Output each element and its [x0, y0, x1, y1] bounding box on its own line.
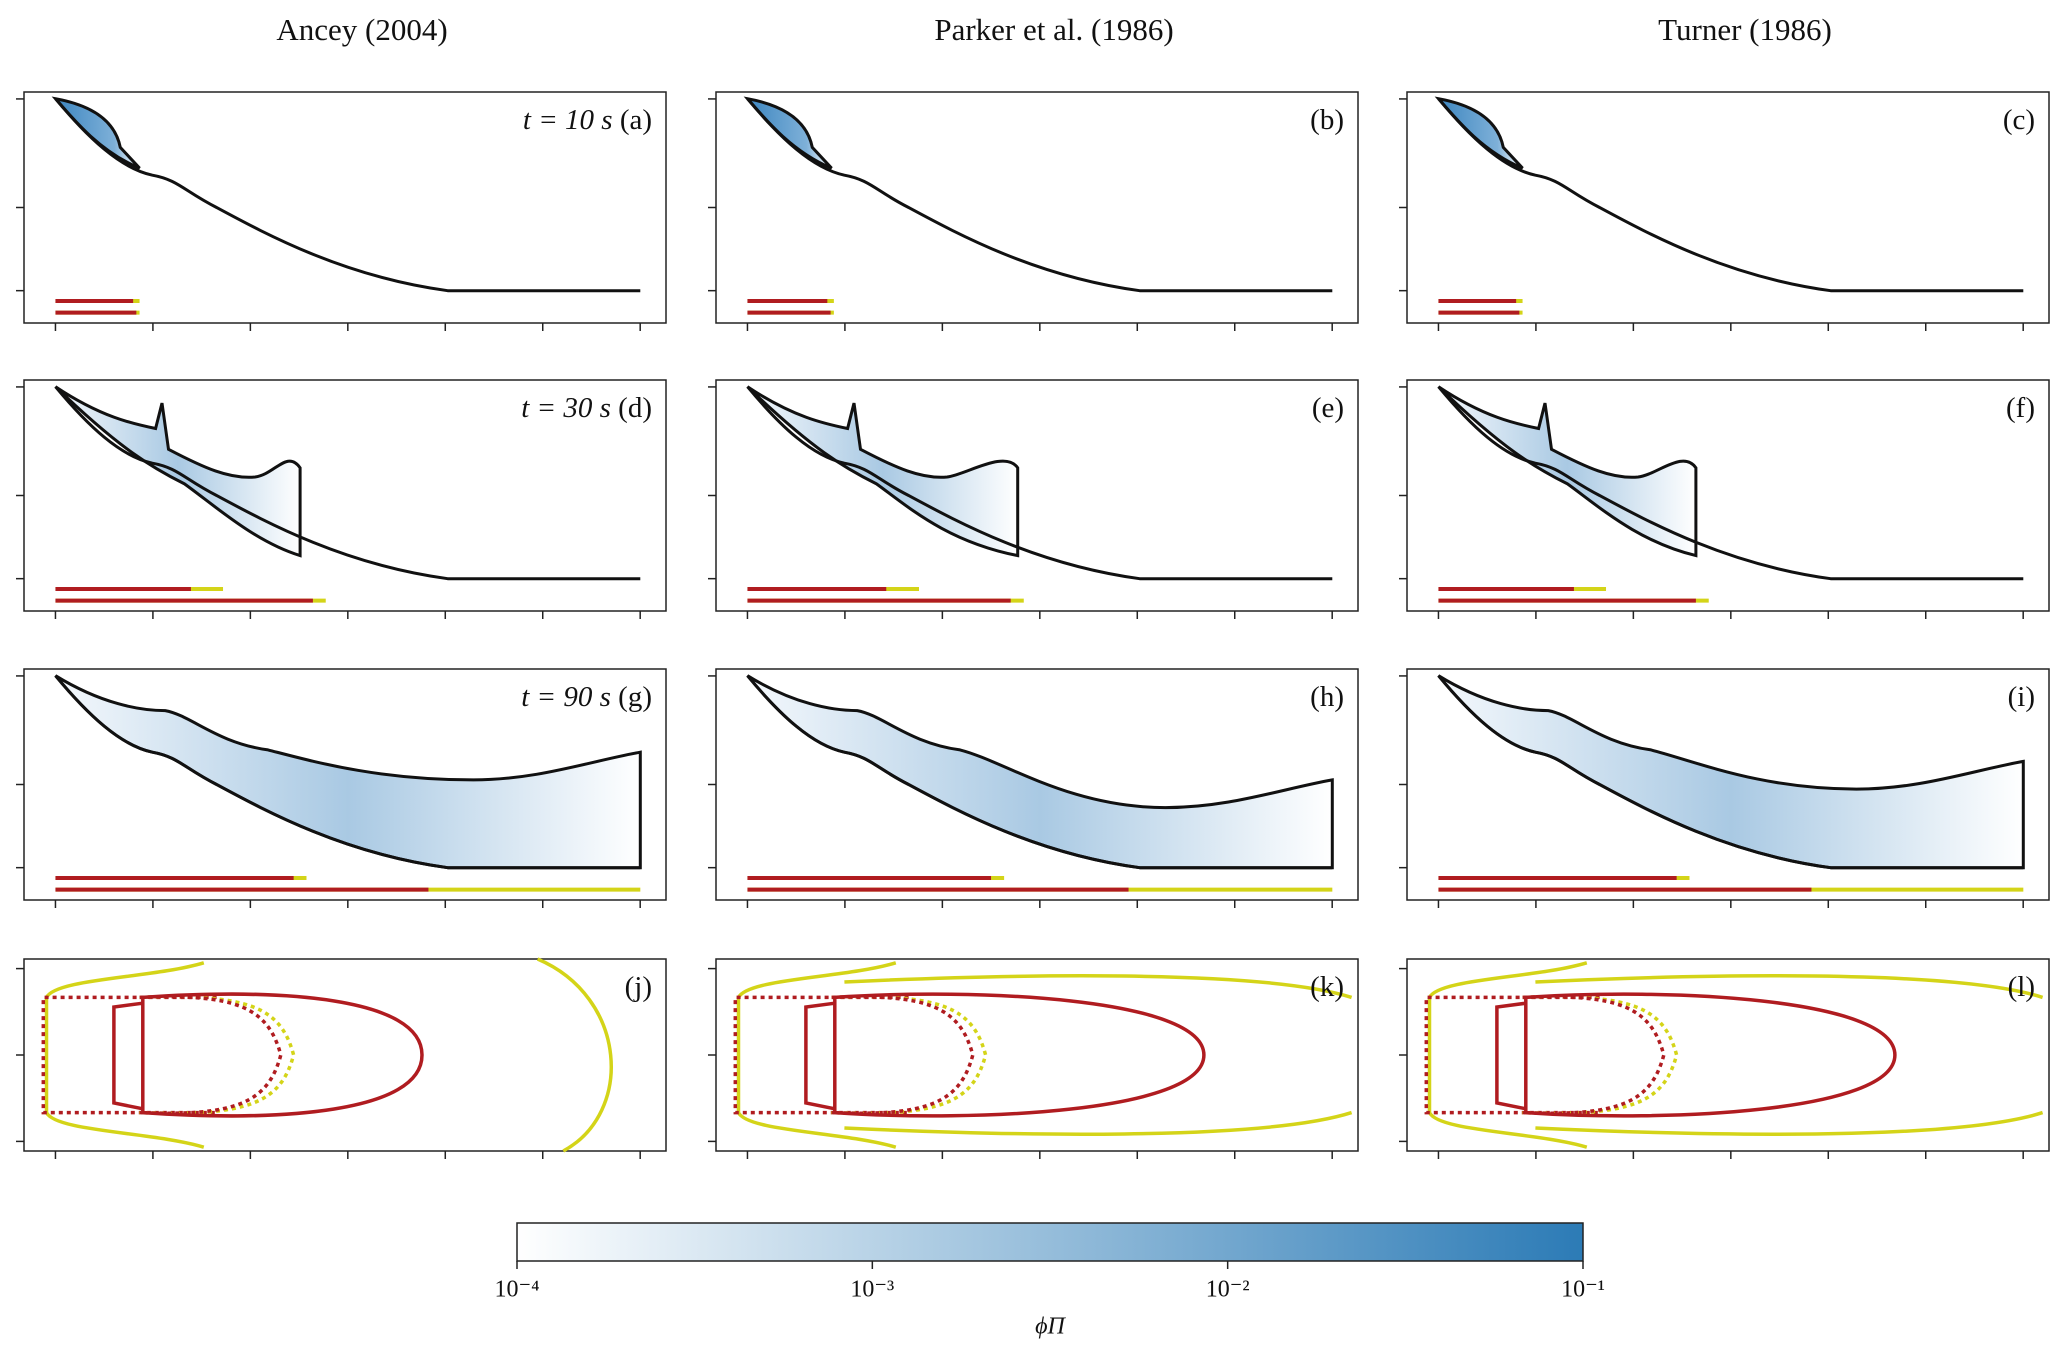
panel-label: (b) [1310, 104, 1344, 136]
flow-body [743, 96, 833, 170]
panel-id: (j) [625, 971, 652, 1003]
contour [1535, 974, 2044, 1136]
panel-label: (c) [2003, 104, 2035, 136]
terrain [1437, 385, 2024, 581]
panel-frame [715, 379, 1359, 612]
terrain [746, 385, 1333, 581]
panel-frame [23, 958, 667, 1152]
panel-label: (l) [2008, 971, 2035, 1003]
colorbar-tick-label: 10⁻¹ [1561, 1277, 1605, 1303]
column-title: Parker et al. (1986) [934, 12, 1173, 47]
panel-label: t = 90 s (g) [521, 681, 652, 713]
flow-body [746, 674, 1334, 870]
spacer [611, 681, 618, 713]
panel-id: (h) [1310, 681, 1344, 713]
panel-id: (a) [620, 104, 652, 136]
contour [831, 995, 975, 1115]
flow-body [1434, 96, 1524, 170]
panel-label: (h) [1310, 681, 1344, 713]
contour [41, 995, 217, 1115]
panel-id: (b) [1310, 104, 1344, 136]
panel-frame [715, 958, 1359, 1152]
panel-frame [1406, 379, 2050, 612]
panel-frame [715, 91, 1359, 324]
colorbar-tick-label: 10⁻² [1206, 1277, 1250, 1303]
contour [112, 992, 424, 1118]
terrain [746, 674, 1333, 870]
panel-label: (i) [2008, 681, 2035, 713]
terrain [54, 97, 641, 293]
spacer [613, 104, 620, 136]
panel-id: (f) [2006, 392, 2035, 424]
contour [1424, 995, 1600, 1115]
panel-label: t = 10 s (a) [523, 104, 652, 136]
contour [733, 995, 909, 1115]
terrain [1437, 674, 2024, 870]
flow-body [1437, 385, 1698, 558]
time-label: t = 30 s [521, 392, 611, 424]
contour [139, 995, 283, 1115]
flow-body [1437, 674, 2025, 870]
flow-body [746, 385, 1020, 558]
panel-frame [1406, 91, 2050, 324]
panel-id: (d) [618, 392, 652, 424]
contour [1495, 992, 1897, 1118]
panel-id: (e) [1312, 392, 1344, 424]
panel-id: (c) [2003, 104, 2035, 136]
time-label: t = 10 s [523, 104, 613, 136]
panel-label: (f) [2006, 392, 2035, 424]
contour [804, 992, 1206, 1118]
panel-id: (k) [1310, 971, 1344, 1003]
column-title: Ancey (2004) [276, 12, 447, 47]
panel-label: t = 30 s (d) [521, 392, 652, 424]
panel-frame [1406, 958, 2050, 1152]
terrain [54, 385, 641, 581]
contour [44, 961, 205, 1149]
panel-id: (g) [618, 681, 652, 713]
colorbar-label: ϕΠ [1035, 1314, 1066, 1340]
contour [139, 995, 296, 1115]
panel-label: (j) [625, 971, 652, 1003]
contour [536, 957, 613, 1153]
colorbar [516, 1222, 1584, 1262]
terrain [1437, 97, 2024, 293]
panel-label: (e) [1312, 392, 1344, 424]
contour [831, 995, 988, 1115]
terrain [54, 674, 641, 870]
column-title: Turner (1986) [1658, 12, 1832, 47]
flow-body [51, 96, 141, 170]
contour [1522, 995, 1666, 1115]
terrain [746, 97, 1333, 293]
contour [1522, 995, 1679, 1115]
time-label: t = 90 s [521, 681, 611, 713]
contour [736, 961, 897, 1149]
contour [1427, 961, 1588, 1149]
spacer [611, 392, 618, 424]
contour [844, 974, 1353, 1136]
colorbar-tick-label: 10⁻³ [850, 1277, 894, 1303]
colorbar-tick-label: 10⁻⁴ [494, 1277, 539, 1303]
panel-id: (l) [2008, 971, 2035, 1003]
panel-id: (i) [2008, 681, 2035, 713]
panel-label: (k) [1310, 971, 1344, 1003]
